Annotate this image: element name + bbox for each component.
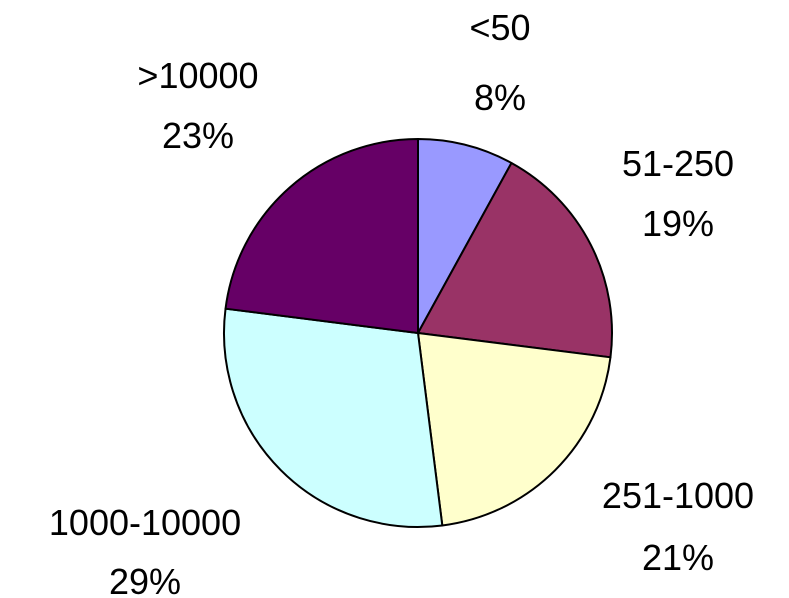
slice-category-label: <50 <box>469 7 530 48</box>
pie-slice-lt-50 <box>417 138 513 334</box>
slice-category-label: 51-250 <box>622 143 734 184</box>
pie-labels: <50 8% 51-250 19% 251-1000 21% 1000-10000 29% >1… <box>49 7 754 598</box>
slice-category-label: 1000-10000 <box>49 502 241 543</box>
pie-slice-1000-10000 <box>223 307 444 528</box>
slice-category-label: >10000 <box>137 55 258 96</box>
slice-percent-label: 21% <box>642 537 714 578</box>
pie-slice-251-1000 <box>417 332 612 527</box>
slice-percent-label: 8% <box>474 77 526 118</box>
pie-slice-51-250 <box>417 162 613 359</box>
slice-category-label: 251-1000 <box>602 475 754 516</box>
slice-percent-label: 19% <box>642 203 714 244</box>
slice-percent-label: 23% <box>162 115 234 156</box>
slice-percent-label: 29% <box>109 561 181 598</box>
pie-slices <box>223 138 613 528</box>
pie-slice-gt-10000 <box>224 138 419 334</box>
